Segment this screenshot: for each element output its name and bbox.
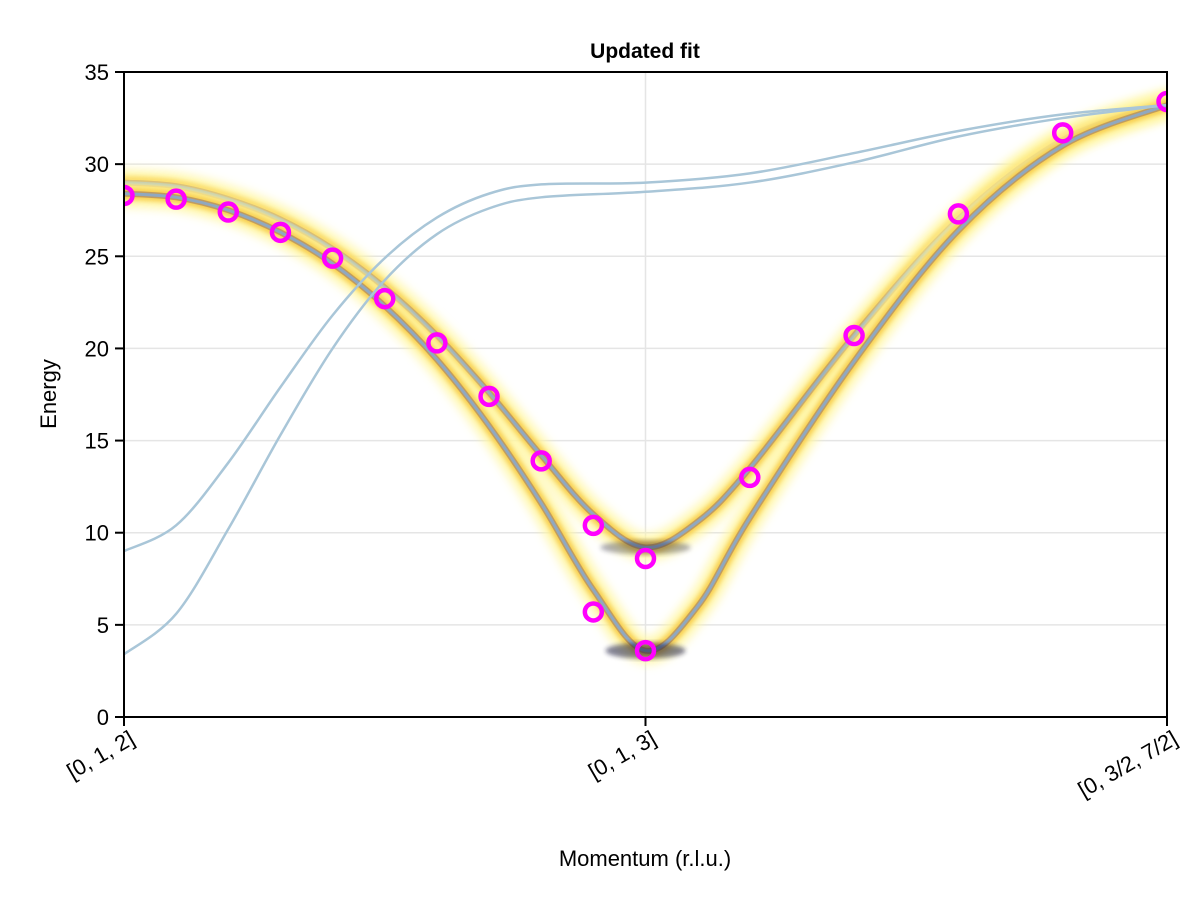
- data-point-marker: [374, 287, 396, 310]
- data-point-marker: [582, 601, 605, 623]
- data-point-marker: [269, 221, 292, 244]
- band-minimum-shade: [605, 642, 686, 659]
- data-point-marker: [739, 466, 761, 489]
- data-point-marker: [124, 184, 135, 207]
- data-point-marker: [478, 385, 500, 408]
- data-point-marker: [426, 332, 448, 354]
- y-tick-label: 35: [85, 60, 109, 85]
- data-markers: [124, 90, 1167, 662]
- y-axis-ticks: 0 5 10 15 20 25 30 35: [85, 60, 124, 730]
- initial-guess-line: [124, 103, 1167, 553]
- fitted-intensity-bands: [124, 90, 1167, 664]
- data-point-marker: [843, 324, 865, 347]
- data-point-marker: [217, 201, 240, 223]
- y-tick-label: 5: [97, 613, 109, 638]
- data-point-marker: [634, 547, 657, 570]
- y-tick-label: 0: [97, 705, 109, 730]
- data-point-marker: [634, 639, 657, 662]
- gridlines: [124, 72, 1167, 717]
- data-point-marker: [582, 514, 605, 537]
- y-tick-label: 10: [85, 521, 109, 546]
- data-point-marker: [1051, 122, 1074, 144]
- initial-guess-line: [124, 103, 1167, 656]
- y-tick-label: 25: [85, 244, 109, 269]
- x-axis-label: Momentum (r.l.u.): [559, 846, 731, 871]
- data-point-marker: [947, 203, 970, 225]
- initial-guess-lines: [124, 103, 1167, 656]
- data-point-marker: [321, 247, 344, 269]
- data-point-marker: [530, 450, 552, 472]
- band-minimum-shade: [600, 540, 691, 555]
- chart-title: Updated fit: [590, 40, 700, 63]
- y-axis-label: Energy: [36, 359, 61, 429]
- y-tick-label: 20: [85, 336, 109, 361]
- y-tick-label: 30: [85, 152, 109, 177]
- data-point-marker: [165, 188, 187, 210]
- y-tick-label: 15: [85, 429, 109, 454]
- data-point-marker: [1156, 90, 1167, 113]
